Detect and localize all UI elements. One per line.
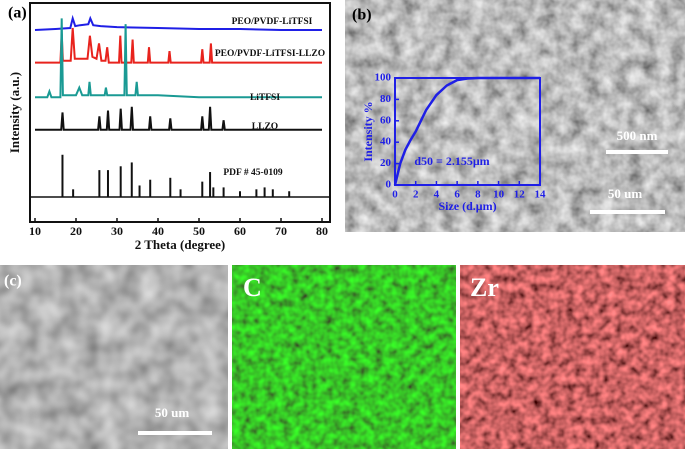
series-label: LLZO — [252, 122, 278, 132]
y-axis-label: Intensity % — [361, 101, 375, 161]
eds-map — [232, 265, 456, 449]
series-line — [35, 18, 322, 99]
y-tick-label: 40 — [380, 136, 392, 148]
series-line — [35, 27, 322, 64]
x-tick-label: 20 — [70, 224, 82, 238]
x-tick-label: 40 — [152, 224, 164, 238]
y-tick-label: 0 — [386, 179, 392, 191]
x-tick-label: 70 — [275, 224, 287, 238]
map-label: C — [243, 273, 262, 302]
series-label: PEO/PVDF-LiTFSI — [232, 17, 313, 27]
scale-label: 50 um — [608, 186, 642, 201]
x-tick-label: 6 — [454, 189, 460, 201]
x-tick-label: 10 — [29, 224, 41, 238]
series-label: PEO/PVDF-LiTFSI-LLZO — [215, 49, 325, 59]
y-tick-label: 100 — [375, 72, 392, 84]
y-axis-label: Intensity (a.u.) — [7, 72, 22, 153]
series-line — [393, 76, 540, 186]
x-tick-label: 80 — [316, 224, 328, 238]
x-axis-label: Size (d.μm) — [438, 199, 496, 213]
x-tick-label: 14 — [535, 189, 547, 201]
series-line — [35, 106, 322, 131]
eds-map — [460, 265, 685, 449]
sem-image — [0, 265, 228, 449]
x-tick-label: 50 — [193, 224, 205, 238]
x-tick-label: 0 — [392, 189, 398, 201]
y-tick-label: 80 — [380, 93, 392, 105]
panel-label: (c) — [4, 273, 22, 290]
x-tick-label: 30 — [111, 224, 123, 238]
y-tick-label: 60 — [380, 114, 392, 126]
x-tick-label: 2 — [413, 189, 419, 201]
y-tick-label: 20 — [380, 157, 392, 169]
annotation: d50 = 2.155μm — [414, 154, 489, 168]
series-label: PDF # 45-0109 — [223, 168, 283, 178]
plot-frame — [29, 2, 331, 223]
panel-label: (a) — [8, 5, 27, 22]
panel-label: (b) — [352, 7, 372, 24]
x-tick-label: 4 — [434, 189, 440, 201]
x-tick-label: 12 — [514, 189, 526, 201]
x-axis-label: 2 Theta (degree) — [135, 237, 226, 252]
x-tick-label: 8 — [475, 189, 481, 201]
sem-image — [345, 0, 685, 232]
x-tick-label: 10 — [493, 189, 505, 201]
scale-label: 500 nm — [617, 128, 658, 143]
map-label: Zr — [470, 273, 499, 302]
scale-label: 50 um — [155, 405, 189, 420]
x-tick-label: 60 — [234, 224, 246, 238]
series-label: LiTFSI — [250, 93, 280, 103]
series-line — [34, 14, 322, 31]
